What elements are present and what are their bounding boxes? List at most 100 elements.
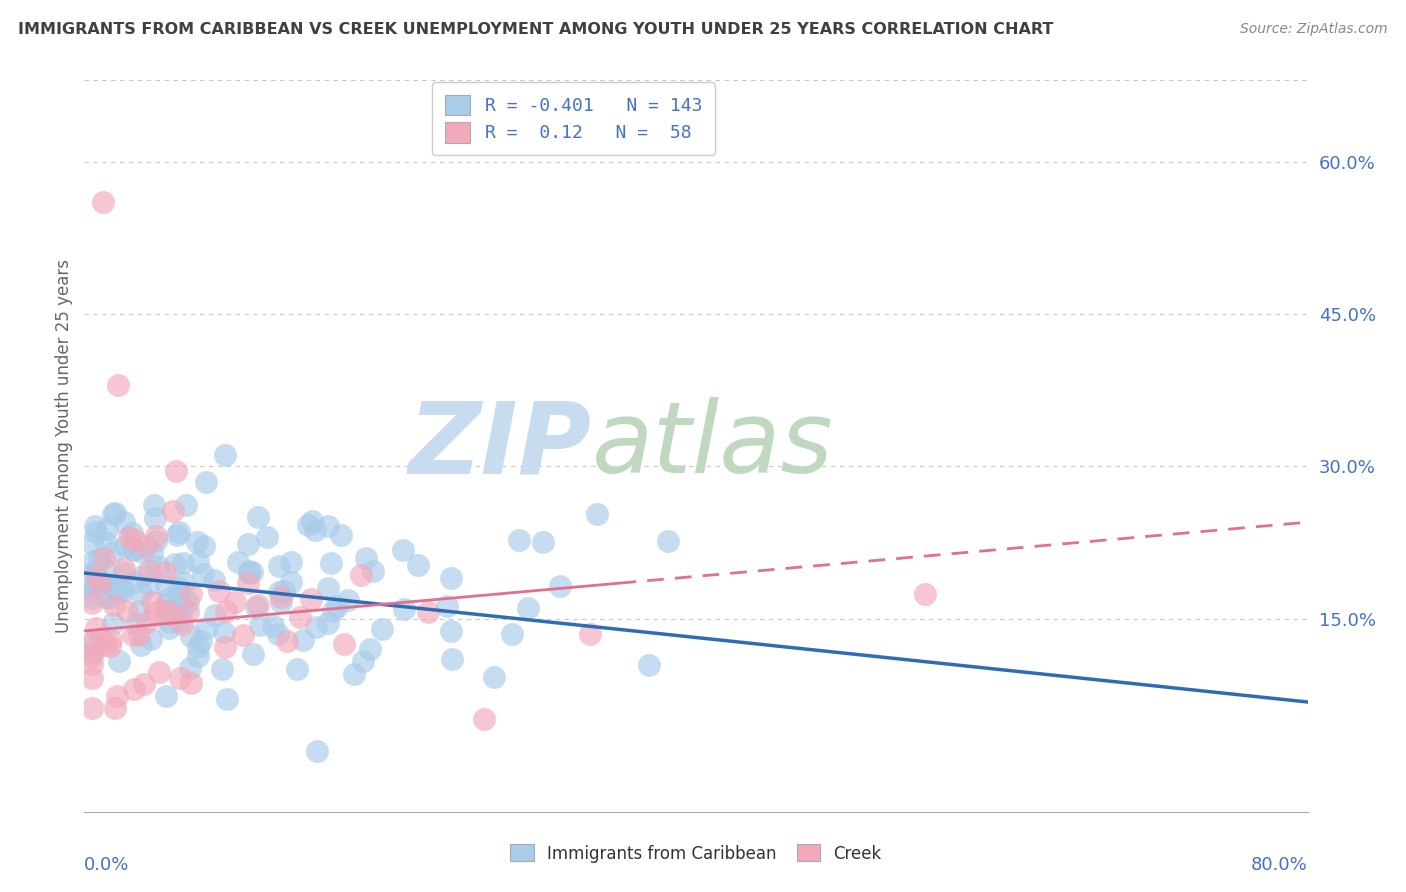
Point [101, 545, 124, 559]
Point [352, 654, 374, 668]
Text: 0.0%: 0.0% [84, 855, 129, 873]
Point [145, 529, 167, 543]
Point [195, 475, 218, 489]
Point [157, 621, 180, 635]
Point [325, 599, 347, 614]
Point [157, 603, 180, 617]
Point [94, 536, 117, 550]
Point [124, 533, 146, 547]
Point [155, 604, 177, 618]
Point [80, 596, 103, 610]
Point [307, 744, 329, 758]
Point [394, 602, 416, 616]
Point [316, 581, 339, 595]
Point [155, 578, 177, 592]
Point [169, 585, 191, 599]
Point [392, 543, 415, 558]
Point [135, 615, 157, 629]
Point [214, 449, 236, 463]
Text: atlas: atlas [592, 398, 834, 494]
Point [132, 677, 155, 691]
Point [638, 657, 661, 672]
Point [166, 528, 188, 542]
Point [165, 606, 187, 620]
Point [108, 654, 131, 668]
Point [266, 627, 288, 641]
Point [211, 662, 233, 676]
Point [80, 701, 103, 715]
Point [232, 628, 254, 642]
Point [173, 576, 195, 591]
Point [141, 546, 163, 560]
Point [914, 587, 936, 601]
Point [98, 640, 121, 654]
Point [129, 585, 152, 599]
Point [125, 617, 148, 632]
Point [247, 509, 270, 524]
Point [305, 620, 328, 634]
Point [167, 581, 190, 595]
Point [122, 628, 145, 642]
Point [83, 518, 105, 533]
Point [112, 515, 135, 529]
Point [124, 681, 146, 696]
Point [280, 574, 302, 589]
Point [145, 605, 167, 619]
Point [112, 584, 135, 599]
Point [501, 627, 523, 641]
Point [180, 629, 202, 643]
Point [84, 577, 107, 591]
Point [270, 590, 292, 604]
Point [186, 534, 208, 549]
Point [89, 577, 111, 591]
Point [101, 508, 124, 522]
Point [159, 607, 181, 622]
Point [585, 508, 607, 522]
Point [270, 595, 292, 609]
Point [280, 555, 302, 569]
Point [242, 647, 264, 661]
Point [202, 573, 225, 587]
Point [156, 592, 179, 607]
Point [472, 712, 495, 726]
Point [80, 535, 103, 549]
Point [104, 506, 127, 520]
Point [82, 671, 104, 685]
Point [89, 552, 111, 566]
Point [174, 499, 197, 513]
Point [359, 642, 381, 657]
Point [179, 661, 201, 675]
Point [101, 578, 124, 592]
Point [285, 662, 308, 676]
Point [238, 565, 260, 579]
Point [155, 689, 177, 703]
Point [290, 609, 312, 624]
Point [139, 632, 162, 646]
Point [204, 608, 226, 623]
Point [517, 601, 540, 615]
Point [80, 633, 103, 648]
Point [148, 665, 170, 679]
Text: ZIP: ZIP [409, 398, 592, 494]
Point [262, 618, 284, 632]
Point [80, 591, 103, 606]
Point [91, 195, 114, 210]
Point [96, 522, 118, 536]
Point [105, 689, 128, 703]
Point [112, 561, 135, 575]
Point [214, 624, 236, 639]
Point [143, 498, 166, 512]
Point [236, 537, 259, 551]
Point [440, 571, 463, 585]
Point [361, 564, 384, 578]
Point [122, 575, 145, 590]
Point [138, 578, 160, 592]
Point [267, 559, 290, 574]
Point [80, 580, 103, 594]
Point [90, 631, 112, 645]
Point [256, 530, 278, 544]
Point [217, 691, 239, 706]
Point [508, 533, 530, 548]
Point [245, 599, 267, 614]
Point [180, 675, 202, 690]
